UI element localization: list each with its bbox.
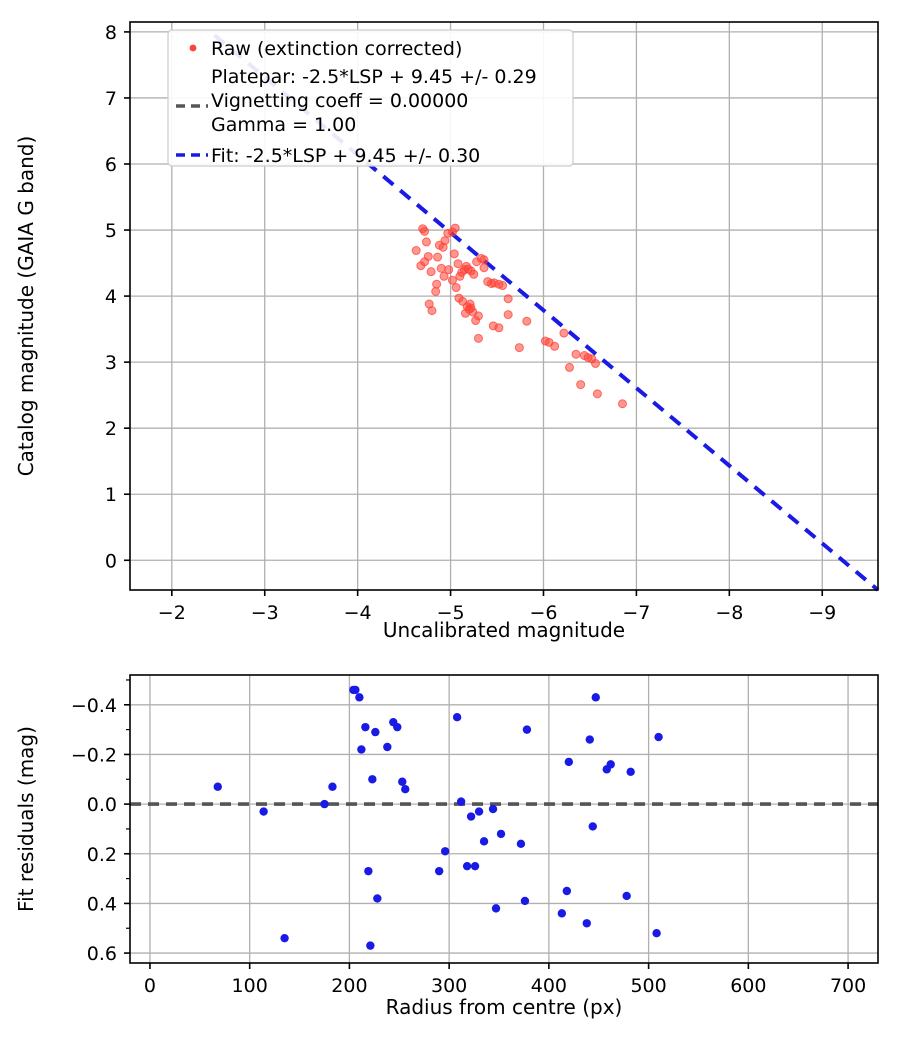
- lower-y-tick: 0.6: [87, 943, 117, 965]
- photometric-calibration-panel: −2 −3 −4 −5 −6 −7 −8 −9 0 1 2 3 4 5 6 7 8 Uncalibrated …: [14, 21, 880, 642]
- upper-x-axis-label: Uncalibrated magnitude: [383, 618, 625, 642]
- upper-y-tick: 3: [105, 352, 117, 374]
- upper-y-tick: 7: [105, 88, 117, 110]
- lower-axes-frame: [129, 674, 879, 964]
- upper-y-tick: 4: [105, 286, 117, 308]
- lower-y-axis-label: Fit residuals (mag): [14, 726, 38, 912]
- legend-label-raw: Raw (extinction corrected): [211, 38, 462, 60]
- legend-label-platepar-line1: Platepar: -2.5*LSP + 9.45 +/- 0.29: [211, 66, 537, 88]
- lower-y-tick: −0.4: [71, 695, 117, 717]
- lower-x-tick: 0: [144, 975, 156, 997]
- upper-x-tick: −2: [158, 602, 186, 624]
- lower-gridlines: [130, 675, 878, 963]
- upper-x-tick: −8: [715, 602, 743, 624]
- legend-marker-raw-point-icon: [189, 44, 197, 52]
- lower-x-axis-label: Radius from centre (px): [386, 995, 623, 1019]
- upper-x-tick-labels: −2 −3 −4 −5 −6 −7 −8 −9: [158, 590, 836, 624]
- lower-x-tick: 100: [232, 975, 268, 997]
- upper-x-tick: −9: [808, 602, 836, 624]
- upper-y-tick: 2: [105, 418, 117, 440]
- upper-legend: Raw (extinction corrected) Platepar: -2.…: [167, 29, 574, 167]
- lower-x-tick-labels: 0 100 200 300 400 500 600 700: [144, 963, 866, 997]
- upper-y-tick: 1: [105, 484, 117, 506]
- fit-residuals-panel: 0 100 200 300 400 500 600 700 0.6 0.4 0.2 0.0 −0.2 −…: [14, 674, 879, 1019]
- lower-x-tick: 400: [531, 975, 567, 997]
- lower-x-tick: 700: [830, 975, 866, 997]
- legend-box: [167, 29, 574, 167]
- lower-x-tick: 200: [331, 975, 367, 997]
- legend-label-platepar-line2: Vignetting coeff = 0.00000: [211, 90, 468, 112]
- residual-scatter-points: [213, 685, 663, 950]
- upper-y-tick: 6: [105, 154, 117, 176]
- lower-y-tick: 0.2: [87, 844, 117, 866]
- upper-x-tick: −6: [529, 602, 557, 624]
- lower-x-tick: 500: [630, 975, 666, 997]
- lower-x-tick: 300: [431, 975, 467, 997]
- upper-y-tick: 8: [105, 22, 117, 44]
- upper-y-tick-labels: 0 1 2 3 4 5 6 7 8: [105, 22, 130, 572]
- legend-label-fit: Fit: -2.5*LSP + 9.45 +/- 0.30: [211, 145, 480, 167]
- upper-x-tick: −3: [251, 602, 279, 624]
- lower-y-tick: −0.2: [71, 744, 117, 766]
- upper-axes-frame: [129, 21, 879, 591]
- upper-x-tick: −5: [437, 602, 465, 624]
- lower-y-tick-labels: 0.6 0.4 0.2 0.0 −0.2 −0.4: [71, 679, 130, 965]
- lower-x-tick: 600: [730, 975, 766, 997]
- legend-label-platepar-line3: Gamma = 1.00: [211, 114, 356, 136]
- upper-y-axis-label: Catalog magnitude (GAIA G band): [14, 136, 38, 477]
- upper-x-tick: −7: [622, 602, 650, 624]
- upper-y-tick: 5: [105, 220, 117, 242]
- lower-plot-area: [130, 675, 878, 963]
- upper-y-tick: 0: [105, 550, 117, 572]
- lower-y-tick: 0.0: [87, 794, 117, 816]
- lower-y-tick: 0.4: [87, 893, 117, 915]
- upper-x-tick: −4: [344, 602, 372, 624]
- raw-scatter-points: [411, 223, 627, 409]
